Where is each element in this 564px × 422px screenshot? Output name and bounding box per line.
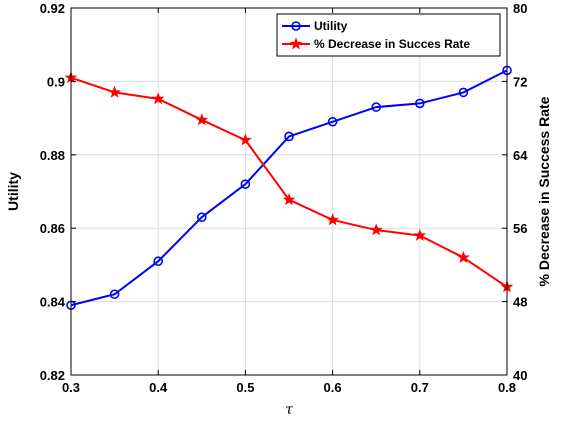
data-point-utility — [458, 87, 469, 98]
x-tick-label: 0.3 — [62, 380, 80, 395]
series-line-utility — [70, 69, 508, 307]
y2-tick-label: 56 — [513, 221, 527, 236]
legend-label-utility: Utility — [314, 19, 348, 33]
data-point-utility — [197, 212, 207, 222]
data-point-utility — [109, 289, 120, 300]
legend: Utility % Decrease in Succes Rate — [276, 13, 501, 57]
ticks: 0.3 0.4 0.5 0.6 0.7 0.8 0.82 0.84 0.86 0.88 0.9 0.9… — [40, 1, 529, 395]
y2-tick-label: 80 — [513, 1, 527, 16]
data-point-utility — [327, 116, 338, 127]
data-point-decrease-success-rate — [151, 92, 165, 105]
y-tick-label: 0.84 — [40, 295, 66, 310]
x-tick-label: 0.5 — [236, 380, 254, 395]
y-axis-label: Utility — [5, 172, 21, 211]
series-line-decrease-success-rate — [70, 76, 508, 288]
x-tick-label: 0.8 — [498, 380, 516, 395]
data-point-decrease-success-rate — [369, 223, 383, 236]
x-tick-label: 0.6 — [324, 380, 342, 395]
legend-marker-decrease-success-rate — [289, 37, 303, 50]
data-point-utility — [153, 256, 163, 267]
series-layer — [64, 65, 514, 311]
y-tick-label: 0.92 — [40, 1, 65, 16]
y2-tick-label: 64 — [513, 148, 528, 163]
data-point-utility — [414, 98, 425, 109]
y2-tick-label: 72 — [513, 74, 527, 89]
x-axis-label: τ — [285, 402, 293, 418]
y2-axis-label: % Decrease in Success Rate — [536, 96, 552, 286]
x-tick-label: 0.4 — [149, 380, 168, 395]
data-point-decrease-success-rate — [457, 250, 470, 263]
grid — [71, 8, 507, 375]
plot-frame — [70, 7, 508, 376]
data-point-utility — [284, 131, 294, 142]
y-tick-label: 0.9 — [47, 74, 65, 89]
y2-tick-label: 48 — [513, 295, 527, 310]
data-point-utility — [240, 179, 251, 189]
legend-box — [276, 13, 501, 57]
data-point-decrease-success-rate — [239, 133, 252, 146]
data-point-utility — [371, 102, 382, 112]
data-point-decrease-success-rate — [326, 213, 339, 226]
y-tick-label: 0.86 — [40, 221, 65, 236]
y2-tick-label: 40 — [513, 368, 527, 383]
x-tick-label: 0.7 — [411, 380, 429, 395]
data-point-decrease-success-rate — [195, 113, 209, 126]
y-tick-label: 0.88 — [40, 148, 65, 163]
legend-marker-utility — [291, 21, 301, 31]
legend-label-decrease-success-rate: % Decrease in Succes Rate — [314, 37, 470, 51]
y-tick-label: 0.82 — [40, 368, 65, 383]
data-point-decrease-success-rate — [282, 193, 296, 206]
data-point-decrease-success-rate — [108, 85, 121, 98]
data-point-decrease-success-rate — [413, 228, 427, 241]
